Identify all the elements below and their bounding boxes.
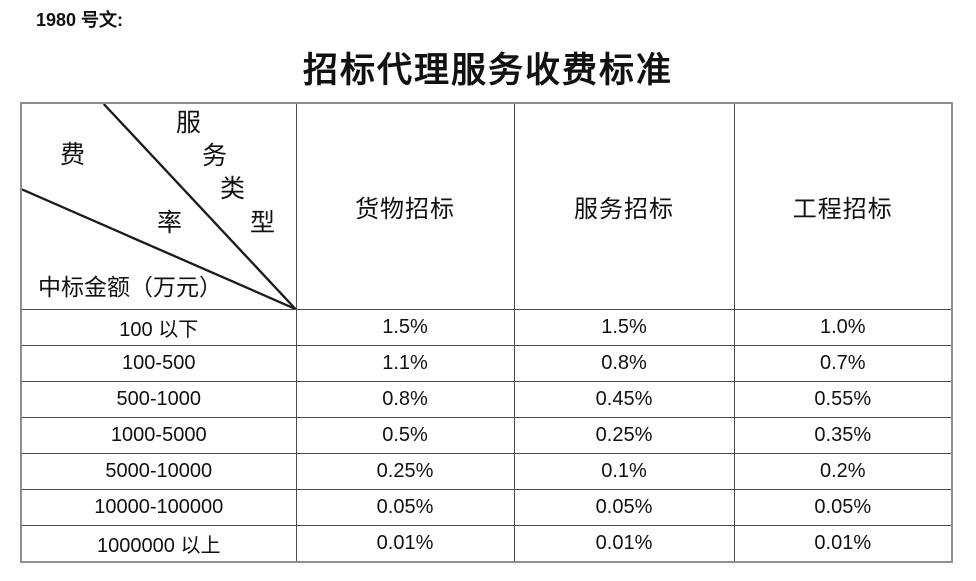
table-row: 500-1000 0.8% 0.45% 0.55% [20, 381, 953, 418]
row-label-cell: 1000000 以上 [20, 525, 297, 563]
rate-cell: 0.8% [295, 381, 515, 418]
rate-cell: 0.25% [513, 417, 735, 454]
rate-cell: 1.5% [295, 309, 515, 346]
rate-cell: 1.5% [513, 309, 735, 346]
fee-rate-table: 服 务 类 型 费 率 中标金额（万元） 货物招标 服务招标 工程招标 100 … [20, 102, 953, 563]
table-row: 100 以下 1.5% 1.5% 1.0% [20, 309, 953, 346]
fee-rate-char-2: 率 [157, 210, 183, 237]
service-type-char-3: 类 [220, 176, 246, 203]
rate-cell: 1.1% [295, 345, 515, 382]
diagonal-header-cell: 服 务 类 型 费 率 中标金额（万元） [20, 102, 297, 310]
table-row: 1000000 以上 0.01% 0.01% 0.01% [20, 525, 953, 563]
rate-cell: 0.25% [295, 453, 515, 490]
rate-cell: 0.7% [733, 345, 953, 382]
row-label-cell: 10000-100000 [20, 489, 297, 526]
column-header-goods: 货物招标 [295, 102, 515, 310]
page-title: 招标代理服务收费标准 [302, 51, 673, 90]
row-label-cell: 100 以下 [20, 309, 297, 346]
table-row: 5000-10000 0.25% 0.1% 0.2% [20, 453, 953, 490]
rate-cell: 0.05% [513, 489, 735, 526]
rate-cell: 0.35% [733, 417, 953, 454]
row-label-cell: 500-1000 [20, 381, 297, 418]
service-type-char-1: 服 [176, 110, 202, 137]
rate-cell: 1.0% [733, 309, 953, 346]
diagonal-lines [22, 104, 296, 309]
rate-cell: 0.05% [733, 489, 953, 526]
rate-cell: 0.01% [513, 525, 735, 563]
service-type-char-4: 型 [250, 210, 276, 237]
row-axis-label: 中标金额（万元） [38, 275, 222, 300]
table-header-row: 服 务 类 型 费 率 中标金额（万元） 货物招标 服务招标 工程招标 [20, 102, 953, 310]
rate-cell: 0.05% [295, 489, 515, 526]
row-label-cell: 1000-5000 [20, 417, 297, 454]
rate-cell: 0.5% [295, 417, 515, 454]
column-header-engineering: 工程招标 [733, 102, 953, 310]
service-type-char-2: 务 [202, 143, 228, 170]
table-row: 10000-100000 0.05% 0.05% 0.05% [20, 489, 953, 526]
column-header-service: 服务招标 [513, 102, 735, 310]
table-row: 1000-5000 0.5% 0.25% 0.35% [20, 417, 953, 454]
row-label-cell: 5000-10000 [20, 453, 297, 490]
row-label-cell: 100-500 [20, 345, 297, 382]
table-row: 100-500 1.1% 0.8% 0.7% [20, 345, 953, 382]
rate-cell: 0.8% [513, 345, 735, 382]
rate-cell: 0.01% [733, 525, 953, 563]
rate-cell: 0.01% [295, 525, 515, 563]
rate-cell: 0.45% [513, 381, 735, 418]
fee-rate-char-1: 费 [60, 142, 86, 169]
rate-cell: 0.2% [733, 453, 953, 490]
rate-cell: 0.55% [733, 381, 953, 418]
rate-cell: 0.1% [513, 453, 735, 490]
document-number-label: 1980 号文: [36, 10, 124, 30]
